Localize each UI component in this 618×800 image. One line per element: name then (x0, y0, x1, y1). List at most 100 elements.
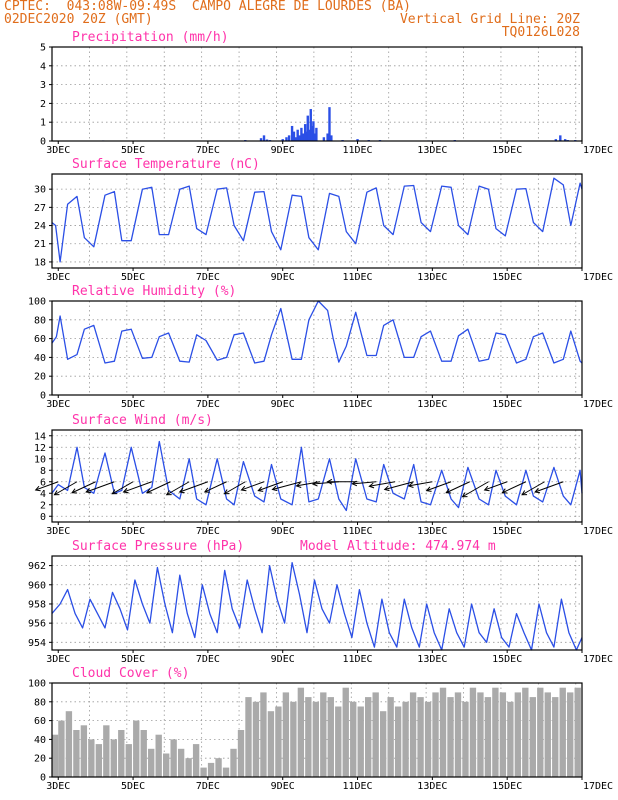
cloud-bar (335, 706, 342, 777)
x-tick-label: 17DEC (583, 145, 613, 156)
cloud-bar (312, 701, 320, 777)
cloud-bar (103, 725, 110, 777)
cloud-bar (507, 701, 514, 777)
wind-arrow-head (483, 485, 490, 492)
rh-panel: 0 20 40 60 80 100 3DEC 5DEC 7DEC 9DEC 11DEC 13DEC 15… (28, 284, 613, 410)
wind-frame (51, 429, 583, 523)
wind-arrow-head (271, 485, 278, 492)
cloud-bar (95, 744, 103, 777)
x-tick-label: 13DEC (417, 781, 447, 792)
x-tick-label: 11DEC (342, 399, 372, 410)
y-tick-label: 40 (34, 735, 46, 746)
y-tick-label: 30 (34, 185, 46, 196)
cloud-bar (350, 701, 357, 777)
cloud-bar (439, 687, 447, 777)
wind-arrow (203, 481, 227, 493)
x-tick-label: 3DEC (46, 145, 70, 156)
x-tick-label: 9DEC (271, 145, 295, 156)
x-tick-label: 15DEC (492, 526, 522, 537)
precip-bar (265, 139, 269, 141)
x-tick-label: 9DEC (271, 399, 295, 410)
wind-arrow-shaft (352, 481, 377, 485)
y-tick-label: 6 (40, 477, 46, 488)
wind-arrow-shaft (123, 481, 152, 493)
y-tick-label: 956 (28, 619, 46, 630)
cloud-bar (522, 687, 529, 777)
cloud-bar (133, 720, 140, 777)
wind-arrow-shaft (462, 481, 489, 498)
wind-arrow (111, 481, 134, 495)
wind-arrow (295, 481, 321, 488)
precip-title: Precipitation (mm/h) (72, 30, 229, 45)
y-tick-label: 21 (34, 239, 46, 250)
y-tick-label: 0 (40, 137, 46, 148)
cloud-bar (267, 711, 275, 777)
cloud-bar (387, 697, 394, 777)
precip-bar (554, 139, 558, 141)
wind-arrow (257, 481, 283, 492)
rh-frame (51, 300, 583, 396)
cloud-frame (51, 682, 583, 778)
precip-bar (326, 133, 329, 141)
wind-arrow-head (407, 482, 414, 488)
wind-arrow-shaft (534, 481, 564, 493)
y-tick-label: 27 (34, 203, 46, 214)
wind-arrow-head (53, 490, 60, 496)
cloud-bar (432, 692, 439, 777)
x-tick-label: 9DEC (271, 654, 295, 665)
wind-arrow-shaft (54, 481, 78, 496)
cloud-title: Cloud Cover (%) (72, 666, 189, 681)
cloud-bar (80, 725, 88, 777)
wind-arrow-shaft (204, 481, 227, 493)
precip-bar (328, 107, 331, 141)
y-tick-label: 20 (34, 372, 46, 383)
wind-arrow (326, 478, 358, 485)
y-tick-label: 80 (34, 697, 46, 708)
y-tick-label: 4 (40, 61, 46, 72)
wind-arrow-head (71, 488, 78, 494)
wind-arrow-head (311, 480, 318, 487)
cloud-bar (477, 692, 484, 777)
precip-bar (330, 135, 333, 141)
x-tick-label: 7DEC (196, 145, 220, 156)
rh-title: Relative Humidity (%) (72, 284, 236, 299)
x-tick-label: 7DEC (196, 654, 220, 665)
wind-arrow-head (351, 480, 358, 487)
cloud-bar (297, 687, 305, 777)
wind-arrow-shaft (369, 481, 396, 487)
wind-arrow-shaft (272, 481, 302, 490)
pressure-title: Surface Pressure (hPa) (72, 539, 244, 554)
cloud-bar (537, 687, 544, 777)
temp-panel: 18 21 24 27 30 3DEC 5DEC 7DEC 9DEC 11DEC 13DEC 15DE… (34, 157, 613, 283)
wind-arrow-head (240, 485, 247, 492)
y-tick-label: 958 (28, 599, 46, 610)
x-tick-label: 9DEC (271, 781, 295, 792)
cloud-bar (342, 687, 349, 777)
precip-frame (51, 46, 583, 142)
cloud-bar (170, 739, 177, 777)
x-tick-label: 5DEC (121, 399, 145, 410)
x-tick-label: 11DEC (342, 526, 372, 537)
cloud-bar (162, 753, 170, 777)
wind-arrow-head (111, 489, 118, 495)
y-tick-label: 60 (34, 716, 46, 727)
cloud-bar (252, 701, 260, 777)
cloud-bar (552, 697, 559, 777)
wind-arrow (407, 481, 433, 488)
precip-bar (306, 115, 309, 141)
cloud-bar (73, 730, 80, 777)
x-tick-label: 13DEC (417, 272, 447, 283)
wind-arrow (122, 481, 152, 494)
wind-title: Surface Wind (m/s) (72, 413, 213, 428)
cloud-bar (305, 697, 312, 777)
pressure-series-line (51, 562, 583, 651)
y-tick-label: 4 (40, 489, 46, 500)
cloud-panel: 0 20 40 60 80 100 3DEC 5DEC 7DEC 9DEC 11DEC 13DEC 15… (28, 666, 613, 792)
wind-arrow-shaft (241, 481, 265, 491)
wind-arrow (240, 481, 265, 492)
wind-arrow (53, 481, 78, 496)
x-tick-label: 5DEC (121, 272, 145, 283)
wind-arrow-head (145, 488, 152, 494)
x-tick-label: 5DEC (121, 781, 145, 792)
cloud-bar (148, 748, 155, 777)
